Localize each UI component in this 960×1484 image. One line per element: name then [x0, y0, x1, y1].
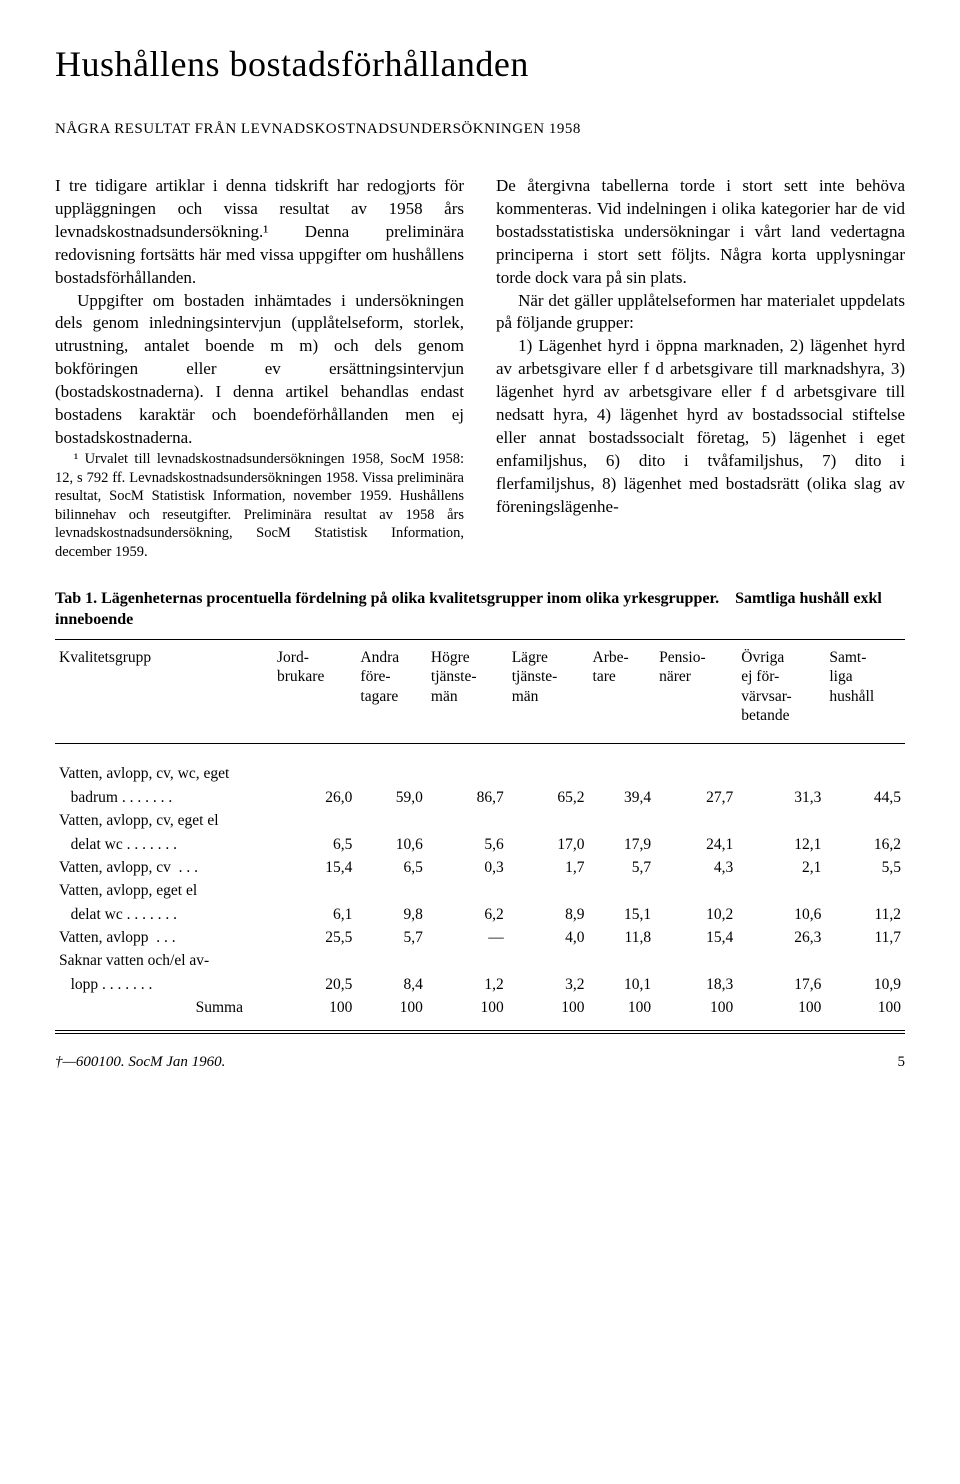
row-label: Vatten, avlopp, cv . . . — [55, 856, 273, 879]
cell: 59,0 — [356, 786, 426, 809]
row-label: Vatten, avlopp, eget el — [55, 879, 905, 902]
cell: 3,2 — [508, 973, 589, 996]
row-sublabel: delat wc . . . . . . . — [55, 903, 273, 926]
cell: 17,0 — [508, 833, 589, 856]
article-title: Hushållens bostadsförhållanden — [55, 40, 905, 89]
cell: 15,4 — [655, 926, 737, 949]
cell: 11,8 — [589, 926, 656, 949]
sum-cell: 100 — [825, 996, 905, 1019]
cell: 10,6 — [356, 833, 426, 856]
cell: 1,2 — [427, 973, 508, 996]
para-2: Uppgifter om bostaden inhämtades i under… — [55, 290, 464, 451]
footnote-1: ¹ Urvalet till levnadskostnadsundersökni… — [55, 450, 464, 561]
cell: 8,9 — [508, 903, 589, 926]
cell: 18,3 — [655, 973, 737, 996]
sum-cell: 100 — [508, 996, 589, 1019]
sum-cell: 100 — [655, 996, 737, 1019]
col-header: Arbe- tare — [589, 639, 656, 744]
cell: 25,5 — [273, 926, 356, 949]
cell: 65,2 — [508, 786, 589, 809]
caption-line-1: Tab 1. Lägenheternas procentuella fördel… — [55, 590, 719, 607]
row-label: Vatten, avlopp, cv, wc, eget — [55, 762, 905, 785]
table-caption: Tab 1. Lägenheternas procentuella fördel… — [55, 589, 905, 631]
column-right: De återgivna tabellerna torde i stort se… — [496, 175, 905, 562]
cell: 8,4 — [356, 973, 426, 996]
cell: 10,2 — [655, 903, 737, 926]
cell: 15,1 — [589, 903, 656, 926]
row-label: Vatten, avlopp . . . — [55, 926, 273, 949]
cell: 6,1 — [273, 903, 356, 926]
cell: 5,6 — [427, 833, 508, 856]
cell: 26,0 — [273, 786, 356, 809]
cell: 39,4 — [589, 786, 656, 809]
cell: 1,7 — [508, 856, 589, 879]
cell: 15,4 — [273, 856, 356, 879]
cell: 10,9 — [825, 973, 905, 996]
sum-cell: 100 — [589, 996, 656, 1019]
body-columns: I tre tidigare artiklar i denna tidskrif… — [55, 175, 905, 562]
cell: 26,3 — [737, 926, 825, 949]
col-header: Andra före- tagare — [356, 639, 426, 744]
cell: 20,5 — [273, 973, 356, 996]
table-bottom-rule — [55, 1030, 905, 1034]
row-sublabel: lopp . . . . . . . — [55, 973, 273, 996]
cell: 27,7 — [655, 786, 737, 809]
cell: 10,6 — [737, 903, 825, 926]
row-label: Vatten, avlopp, cv, eget el — [55, 809, 905, 832]
cell: 16,2 — [825, 833, 905, 856]
cell: 17,9 — [589, 833, 656, 856]
column-left: I tre tidigare artiklar i denna tidskrif… — [55, 175, 464, 562]
col-header: Lägre tjänste- män — [508, 639, 589, 744]
page-number: 5 — [898, 1052, 906, 1072]
sum-cell: 100 — [737, 996, 825, 1019]
row-label: Saknar vatten och/el av- — [55, 949, 905, 972]
cell: 6,2 — [427, 903, 508, 926]
col-header: Jord- brukare — [273, 639, 356, 744]
cell: 10,1 — [589, 973, 656, 996]
cell: — — [427, 926, 508, 949]
para-1: I tre tidigare artiklar i denna tidskrif… — [55, 175, 464, 290]
cell: 4,3 — [655, 856, 737, 879]
row-sublabel: badrum . . . . . . . — [55, 786, 273, 809]
row-sublabel: delat wc . . . . . . . — [55, 833, 273, 856]
cell: 17,6 — [737, 973, 825, 996]
footer-left: †—600100. SocM Jan 1960. — [55, 1052, 225, 1072]
cell: 5,7 — [356, 926, 426, 949]
page: Hushållens bostadsförhållanden NÅGRA RES… — [0, 0, 960, 1484]
cell: 6,5 — [356, 856, 426, 879]
col-header: Samt- liga hushåll — [825, 639, 905, 744]
cell: 2,1 — [737, 856, 825, 879]
sum-cell: 100 — [356, 996, 426, 1019]
cell: 11,7 — [825, 926, 905, 949]
sum-cell: 100 — [427, 996, 508, 1019]
table-head: Kvalitetsgrupp Jord- brukare Andra före-… — [55, 639, 905, 744]
sum-label: Summa — [55, 996, 273, 1019]
sum-cell: 100 — [273, 996, 356, 1019]
cell: 5,7 — [589, 856, 656, 879]
cell: 5,5 — [825, 856, 905, 879]
table-body: Vatten, avlopp, cv, wc, eget badrum . . … — [55, 744, 905, 1020]
article-subtitle: NÅGRA RESULTAT FRÅN LEVNADSKOSTNADSUNDER… — [55, 119, 905, 139]
col-header: Övriga ej för- värvsar- betande — [737, 639, 825, 744]
cell: 44,5 — [825, 786, 905, 809]
para-3: De återgivna tabellerna torde i stort se… — [496, 175, 905, 290]
cell: 24,1 — [655, 833, 737, 856]
col-header: Kvalitetsgrupp — [55, 639, 273, 744]
cell: 0,3 — [427, 856, 508, 879]
cell: 6,5 — [273, 833, 356, 856]
col-header: Högre tjänste- män — [427, 639, 508, 744]
page-footer: †—600100. SocM Jan 1960. 5 — [55, 1052, 905, 1072]
cell: 9,8 — [356, 903, 426, 926]
cell: 86,7 — [427, 786, 508, 809]
cell: 31,3 — [737, 786, 825, 809]
para-4: När det gäller upplåtelseformen har mate… — [496, 290, 905, 336]
cell: 4,0 — [508, 926, 589, 949]
para-5: 1) Lägenhet hyrd i öppna marknaden, 2) l… — [496, 335, 905, 519]
cell: 11,2 — [825, 903, 905, 926]
data-table: Kvalitetsgrupp Jord- brukare Andra före-… — [55, 639, 905, 1020]
col-header: Pensio- närer — [655, 639, 737, 744]
cell: 12,1 — [737, 833, 825, 856]
